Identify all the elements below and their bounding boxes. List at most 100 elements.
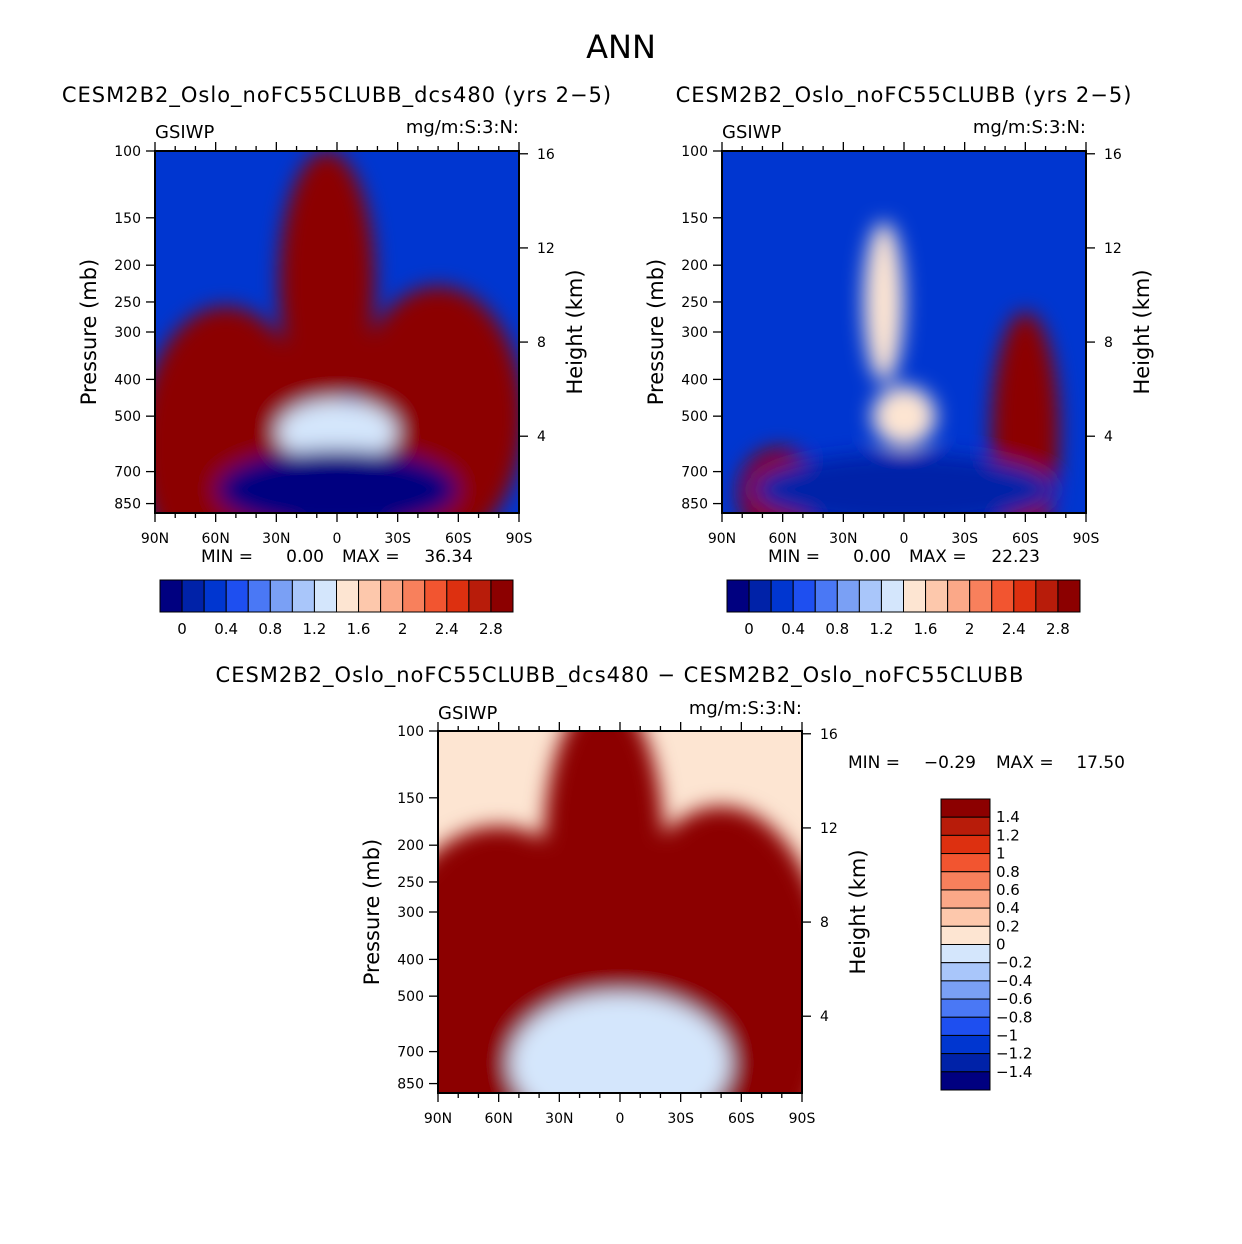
colorbar-box (991, 579, 1015, 613)
panel-3-plot (437, 730, 803, 1094)
colorbar-box (947, 579, 971, 613)
colorbar-label: 0.8 (258, 620, 282, 638)
colorbar-label: 2.8 (479, 620, 503, 638)
colorbar-label: 2 (965, 620, 975, 638)
colorbar-box (380, 579, 404, 613)
y-tick-label: 850 (397, 1077, 424, 1093)
x-tick-label: 0 (616, 1111, 625, 1127)
y-tick-label: 300 (397, 905, 424, 921)
colorbar-box (1057, 579, 1081, 613)
colorbar-box (1035, 579, 1059, 613)
x-tick-label: 60N (202, 531, 230, 547)
panel-3-colorbar: 1.41.210.80.60.40.20−0.2−0.4−0.6−0.8−1−1… (940, 798, 1032, 1091)
y2-tick-label: 12 (1104, 241, 1122, 257)
colorbar-box (940, 1016, 991, 1036)
x-tick-label: 60S (445, 531, 472, 547)
y2-tick-label: 12 (820, 821, 838, 837)
colorbar-box (940, 889, 991, 909)
y2-tick-label: 8 (537, 335, 546, 351)
colorbar-label: −1 (996, 1026, 1018, 1044)
colorbar-box (468, 579, 492, 613)
colorbar-box (940, 1053, 991, 1073)
colorbar-label: −0.6 (996, 990, 1032, 1008)
colorbar-label: 0.2 (996, 917, 1020, 935)
y-tick-label: 250 (681, 295, 708, 311)
colorbar-box (225, 579, 249, 613)
colorbar-box (940, 798, 991, 818)
colorbar-box (726, 579, 750, 613)
colorbar-box (1013, 579, 1037, 613)
x-tick-label: 30N (829, 531, 857, 547)
panel-2-max-label: MAX = (909, 547, 967, 567)
y-tick-label: 300 (114, 325, 141, 341)
colorbar-box (181, 579, 205, 613)
panel-1-min-value: 0.00 (286, 547, 324, 567)
x-tick-label: 30N (262, 531, 290, 547)
x-tick-label: 30N (545, 1111, 573, 1127)
panel-3-max-label: MAX = (996, 753, 1054, 773)
y-tick-label: 400 (681, 372, 708, 388)
contour-region (217, 449, 457, 513)
page-title: ANN (586, 28, 656, 66)
x-tick-label: 90N (141, 531, 169, 547)
y-tick-label: 150 (114, 211, 141, 227)
colorbar-box (880, 579, 904, 613)
colorbar-label: 0 (177, 620, 187, 638)
panel-1-max-label: MAX = (342, 547, 400, 567)
y-tick-label: 500 (397, 989, 424, 1005)
y2-tick-label: 12 (537, 241, 555, 257)
colorbar-box (358, 579, 382, 613)
panel-1-title: CESM2B2_Oslo_noFC55CLUBB_dcs480 (yrs 2−5… (62, 83, 612, 108)
x-tick-label: 90S (789, 1111, 816, 1127)
colorbar-box (940, 998, 991, 1018)
panel-3-min-label: MIN = (848, 753, 900, 773)
colorbar-box (940, 1071, 991, 1091)
panel-2: CESM2B2_Oslo_noFC55CLUBB (yrs 2−5) GSIWP… (644, 83, 1154, 638)
x-tick-label: 0 (900, 531, 909, 547)
colorbar-box (269, 579, 293, 613)
colorbar-box (940, 871, 991, 891)
panel-2-units: mg/m:S:3:N: (973, 117, 1086, 138)
y2-tick-label: 4 (820, 1009, 829, 1025)
panel-1-min-label: MIN = (201, 547, 253, 567)
x-tick-label: 30S (951, 531, 978, 547)
x-tick-label: 90N (708, 531, 736, 547)
colorbar-box (203, 579, 227, 613)
colorbar-box (969, 579, 993, 613)
colorbar-box (159, 579, 183, 613)
x-tick-label: 90N (424, 1111, 452, 1127)
x-tick-label: 60N (769, 531, 797, 547)
y2-tick-label: 16 (820, 727, 838, 743)
panel-2-contours (722, 151, 1086, 513)
panel-2-variable: GSIWP (722, 122, 781, 143)
x-tick-label: 60S (1012, 531, 1039, 547)
colorbar-box (940, 925, 991, 945)
y2-tick-label: 8 (1104, 335, 1113, 351)
x-tick-label: 30S (384, 531, 411, 547)
y-tick-label: 100 (114, 144, 141, 160)
y-tick-label: 850 (681, 497, 708, 513)
panel-1-colorbar: 0 0.4 0.8 1.2 1.6 2 2.4 2.8 (159, 579, 514, 638)
colorbar-label: −1.2 (996, 1045, 1032, 1063)
colorbar-box (940, 853, 991, 873)
panel-1-contours (155, 151, 519, 513)
colorbar-label: 0.4 (996, 899, 1020, 917)
panel-2-plot (721, 150, 1087, 514)
contour-region (543, 731, 664, 996)
colorbar-box (424, 579, 448, 613)
panel-2-ylabel: Pressure (mb) (644, 259, 668, 406)
colorbar-box (836, 579, 860, 613)
colorbar-label: −0.4 (996, 972, 1032, 990)
colorbar-box (247, 579, 271, 613)
panel-1: CESM2B2_Oslo_noFC55CLUBB_dcs480 (yrs 2−5… (62, 83, 612, 638)
y-tick-label: 850 (114, 497, 141, 513)
colorbar-box (336, 579, 360, 613)
colorbar-box (940, 816, 991, 836)
colorbar-box (490, 579, 514, 613)
x-tick-label: 60S (728, 1111, 755, 1127)
y-tick-label: 400 (114, 372, 141, 388)
y-tick-label: 100 (681, 144, 708, 160)
colorbar-label: 2.4 (1002, 620, 1026, 638)
colorbar-label: 2.4 (435, 620, 459, 638)
colorbar-box (940, 1034, 991, 1055)
